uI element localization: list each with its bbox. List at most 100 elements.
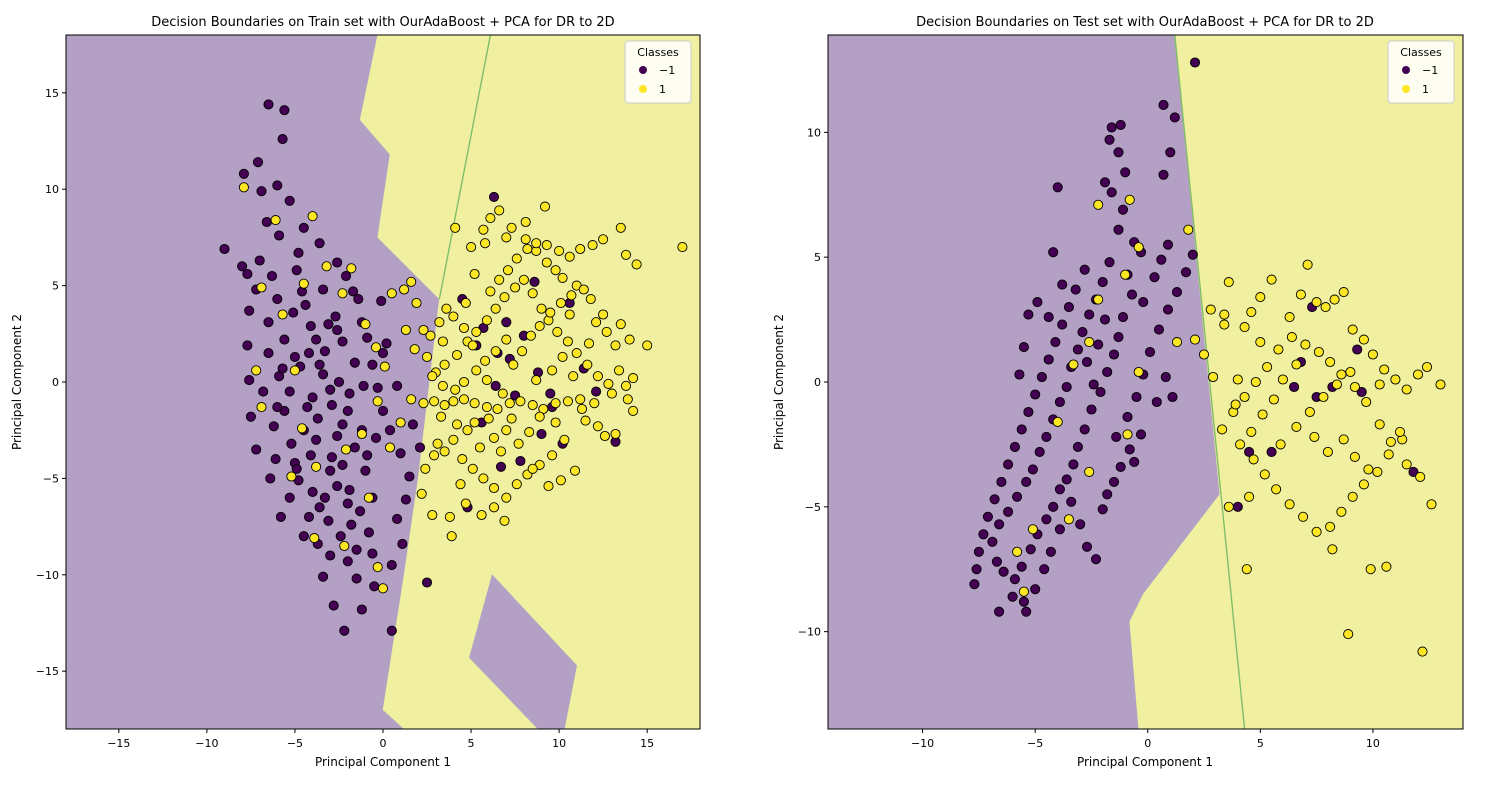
data-point [340,444,352,455]
data-point [527,463,538,474]
data-point [1115,461,1126,472]
data-point [1219,319,1230,330]
data-point [1358,334,1369,345]
data-point [326,400,337,411]
data-point [1090,554,1102,565]
data-point [1093,294,1104,305]
data-point [311,334,322,345]
data-point [583,338,595,349]
data-point [1097,277,1108,288]
x-tick-label: 10 [552,737,566,750]
data-point [1106,122,1117,133]
data-point [420,463,431,474]
data-point [603,378,614,389]
data-point [384,425,396,436]
data-point [1338,287,1349,298]
plot-area [828,35,1463,729]
data-point [289,351,300,362]
data-point [1072,441,1083,452]
data-point [284,195,295,206]
data-point [515,396,526,407]
data-point [425,330,436,341]
data-point [566,290,577,301]
data-point [1070,284,1081,295]
data-point [1271,484,1282,495]
y-tick-label: −5 [43,472,59,485]
y-tick-label: 0 [814,376,821,389]
data-point [1162,304,1174,315]
data-point [245,411,256,422]
data-point [1032,297,1043,308]
data-point [300,299,311,310]
y-tick-label: 15 [45,87,59,100]
data-point [270,215,281,226]
data-point [458,376,470,388]
data-point [1208,371,1219,383]
y-tick-label: 10 [45,183,59,196]
data-point [1401,459,1412,470]
data-point [575,243,586,255]
y-tick-label: −15 [36,665,59,678]
data-point [994,519,1005,530]
data-point [1126,289,1138,300]
data-point [451,349,463,361]
data-point [444,511,455,522]
data-point [494,205,505,216]
data-point [376,295,387,307]
data-point [1162,239,1174,250]
data-point [344,388,355,399]
data-point [497,388,508,399]
data-point [377,348,389,359]
data-point [311,434,322,445]
data-point [244,375,255,386]
data-point [587,240,598,251]
data-point [971,564,982,575]
data-point [481,375,492,386]
data-point [307,486,318,497]
data-point [1111,431,1122,442]
data-point [568,371,579,382]
data-point [242,340,253,351]
data-point [1284,499,1295,510]
data-point [395,448,406,459]
data-point [439,359,450,370]
legend-marker [1402,85,1410,93]
data-point [441,303,452,314]
data-point [360,465,371,476]
data-point [1266,446,1277,457]
train-chart: Decision Boundaries on Train set with Ou… [10,15,701,769]
data-point [386,625,397,636]
data-point [261,216,272,228]
data-point [1235,439,1246,450]
data-point [998,566,1009,577]
data-point [458,394,470,405]
data-point [275,511,286,522]
data-point [1239,322,1250,333]
data-point [251,365,262,376]
data-point [1113,147,1124,158]
data-point [427,371,438,382]
data-point [1291,359,1302,370]
data-point [1313,346,1324,358]
y-axis-label: Principal Component 2 [10,314,24,450]
data-point [307,392,318,403]
data-point [362,450,373,461]
data-point [418,398,429,409]
legend-marker [1402,66,1410,74]
data-point [576,403,588,415]
data-point [323,515,334,526]
data-point [620,249,632,260]
data-point [337,419,348,430]
data-point [539,201,551,212]
data-point [1135,429,1147,440]
data-point [1417,646,1428,657]
data-point [340,270,352,282]
data-point [1050,337,1061,348]
data-point [1298,511,1309,522]
data-point [289,365,300,376]
data-point [1244,446,1255,457]
y-tick-label: 0 [52,376,59,389]
data-point [1241,564,1252,575]
data-point [615,222,626,233]
data-point [476,509,487,521]
